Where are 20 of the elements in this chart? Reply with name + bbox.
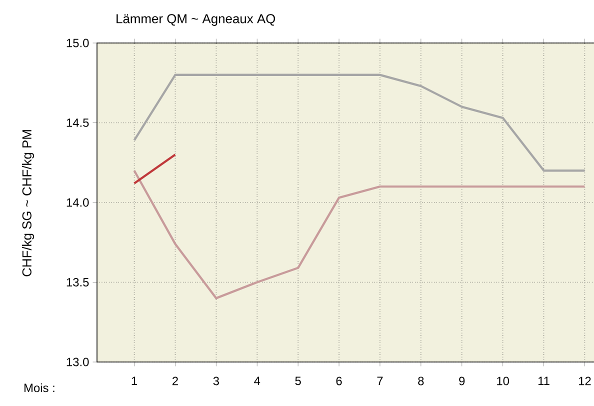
y-tick-label: 15.0	[66, 38, 89, 48]
y-tick-label: 13.0	[66, 358, 89, 366]
y-tick-label: 14.5	[66, 118, 89, 127]
x-tick-label: 1	[132, 376, 138, 385]
y-tick-label: 14.0	[66, 198, 89, 207]
x-tick-label: 2	[172, 376, 178, 386]
x-tick-label: 11	[538, 376, 550, 385]
x-tick-label: 9	[459, 376, 465, 386]
x-tick-label: 10	[497, 376, 510, 386]
y-tick-label: 13.5	[66, 278, 89, 286]
x-tick-label: 5	[295, 376, 301, 386]
y-axis-title: CHF/kg SG ~ CHF/kg PM	[22, 130, 34, 276]
x-tick-label: 6	[336, 376, 342, 386]
chart-title: Lämmer QM ~ Agneaux AQ	[116, 14, 276, 26]
x-tick-label: 12	[578, 376, 591, 386]
x-axis-title: Mois :	[24, 383, 54, 392]
x-tick-label: 7	[377, 376, 383, 385]
x-tick-label: 8	[418, 376, 424, 386]
x-tick-label: 3	[213, 376, 219, 386]
x-tick-label: 4	[254, 376, 260, 385]
